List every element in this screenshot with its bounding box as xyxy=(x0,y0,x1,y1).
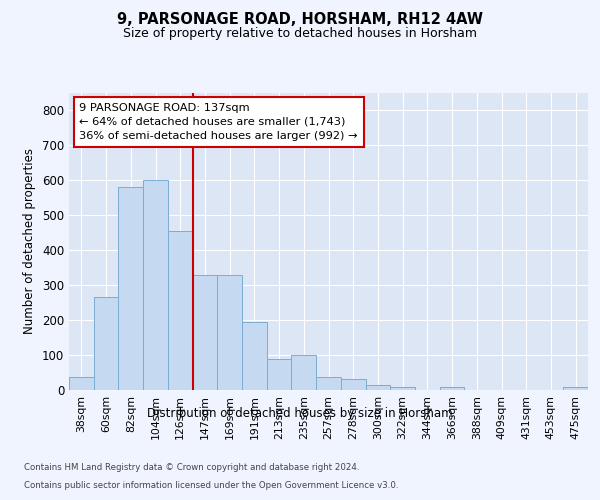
Text: Contains HM Land Registry data © Crown copyright and database right 2024.: Contains HM Land Registry data © Crown c… xyxy=(24,464,359,472)
Bar xyxy=(440,386,464,390)
Bar xyxy=(217,274,242,390)
Bar xyxy=(69,376,94,390)
Text: Size of property relative to detached houses in Horsham: Size of property relative to detached ho… xyxy=(123,28,477,40)
Bar xyxy=(118,187,143,390)
Bar xyxy=(390,386,415,390)
Text: Contains public sector information licensed under the Open Government Licence v3: Contains public sector information licen… xyxy=(24,481,398,490)
Text: 9, PARSONAGE ROAD, HORSHAM, RH12 4AW: 9, PARSONAGE ROAD, HORSHAM, RH12 4AW xyxy=(117,12,483,28)
Bar xyxy=(193,274,217,390)
Bar xyxy=(316,376,341,390)
Bar xyxy=(267,358,292,390)
Bar xyxy=(94,297,118,390)
Bar xyxy=(292,355,316,390)
Text: Distribution of detached houses by size in Horsham: Distribution of detached houses by size … xyxy=(147,408,453,420)
Bar xyxy=(563,386,588,390)
Bar xyxy=(143,180,168,390)
Bar xyxy=(365,385,390,390)
Y-axis label: Number of detached properties: Number of detached properties xyxy=(23,148,37,334)
Bar xyxy=(168,231,193,390)
Bar xyxy=(341,379,365,390)
Bar xyxy=(242,322,267,390)
Text: 9 PARSONAGE ROAD: 137sqm
← 64% of detached houses are smaller (1,743)
36% of sem: 9 PARSONAGE ROAD: 137sqm ← 64% of detach… xyxy=(79,103,358,141)
